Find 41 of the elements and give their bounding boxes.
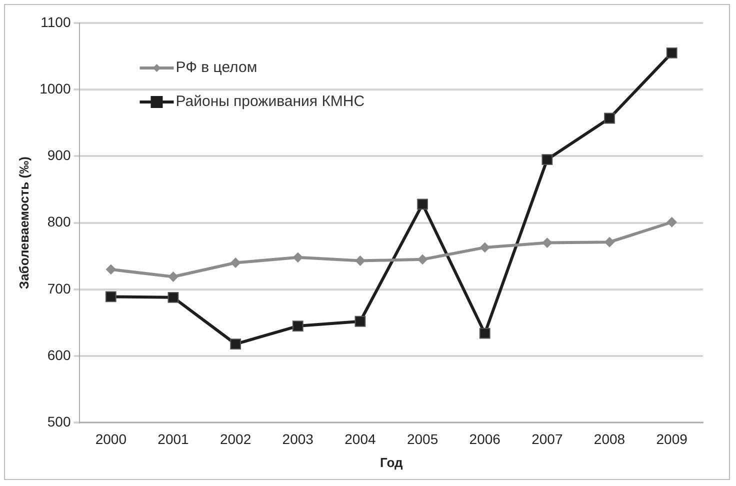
point (604, 112, 615, 124)
x-tick-label: 2008 (594, 430, 626, 447)
y-tick-label: 500 (47, 413, 71, 430)
point (542, 238, 552, 248)
legend-label: Районы проживания КМНС (176, 93, 365, 110)
y-tick-label: 800 (47, 214, 71, 230)
point (355, 256, 366, 266)
x-tick-label: 2003 (282, 430, 314, 447)
point (480, 242, 490, 252)
point (292, 252, 303, 262)
y-tick-label: 1000 (40, 80, 71, 96)
x-axis-title: Год (380, 454, 404, 470)
x-tick-label: 2000 (95, 430, 127, 447)
y-tick-label: 900 (47, 147, 71, 164)
point (230, 258, 241, 268)
point (666, 48, 678, 58)
x-tick-label: 2006 (469, 430, 501, 447)
y-axis-title: Заболеваемость (‰) (16, 156, 32, 290)
point (230, 338, 242, 350)
y-tick-label: 700 (47, 280, 71, 296)
x-tick-label: 2009 (656, 430, 688, 447)
point (417, 198, 428, 210)
x-tick-label: 2001 (158, 430, 190, 447)
x-tick-label: 2004 (344, 430, 376, 447)
x-tick-label: 2005 (406, 430, 438, 447)
point (354, 316, 366, 327)
point (168, 272, 178, 282)
point (168, 292, 179, 303)
point (105, 291, 116, 302)
point (666, 217, 677, 228)
point (418, 254, 428, 264)
y-tick-label: 1100 (40, 14, 71, 30)
point (542, 154, 553, 165)
x-tick-label: 2002 (220, 430, 252, 447)
point (479, 328, 490, 339)
point (106, 264, 116, 274)
legend-label: РФ в целом (176, 59, 258, 76)
x-tick-label: 2007 (532, 430, 563, 447)
point (292, 320, 304, 332)
point (604, 237, 615, 248)
y-tick-label: 600 (47, 346, 71, 363)
